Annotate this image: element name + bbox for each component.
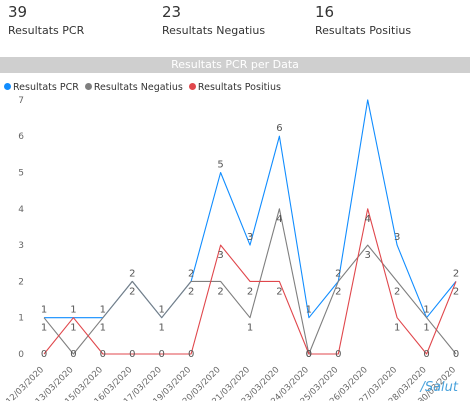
data-label: 7 [365, 95, 371, 98]
data-label: 1 [423, 323, 429, 334]
data-label: 2 [335, 286, 341, 297]
line-chart: 0123456712/03/202013/03/202015/03/202016… [4, 95, 459, 401]
data-label: 2 [276, 286, 282, 297]
data-label: 2 [453, 286, 459, 297]
data-label: 4 [365, 214, 371, 225]
series-line-2 [43, 208, 457, 355]
data-label: 2 [394, 286, 400, 297]
legend-item-pcr[interactable]: Resultats PCR [4, 81, 79, 95]
y-tick-label: 7 [18, 96, 24, 106]
kpi-pcr-value: 39 [8, 3, 28, 21]
data-label: 5 [217, 160, 223, 171]
y-tick-label: 2 [18, 277, 24, 287]
salut-logo: /Salut [420, 380, 458, 395]
y-tick-label: 4 [18, 205, 24, 215]
data-label: 3 [217, 250, 223, 261]
data-label: 3 [394, 232, 400, 243]
data-label: 1 [306, 305, 312, 316]
legend-dot-pcr [4, 83, 11, 90]
data-label: 1 [247, 323, 253, 334]
kpi-negative-label: Resultats Negatius [162, 24, 266, 37]
kpi-positive[interactable]: 16 Resultats Positius [315, 2, 411, 39]
y-tick-label: 0 [18, 350, 24, 360]
data-label: 1 [100, 323, 106, 334]
kpi-negative[interactable]: 23 Resultats Negatius [162, 2, 265, 39]
data-label: 2 [188, 286, 194, 297]
kpi-cards: 39 Resultats PCR 23 Resultats Negatius 1… [0, 0, 470, 50]
data-label: 0 [70, 349, 76, 360]
data-label: 2 [453, 268, 459, 279]
legend-dot-negative [84, 83, 92, 90]
data-label: 0 [423, 349, 429, 360]
data-label: 1 [41, 323, 47, 334]
kpi-pcr[interactable]: 39 Resultats PCR [8, 2, 84, 39]
data-label: 2 [129, 286, 135, 297]
data-label: 3 [365, 250, 371, 261]
data-label: 0 [129, 349, 135, 360]
data-label: 2 [129, 268, 135, 279]
series-line-0 [44, 99, 457, 319]
chart-legend: Resultats PCR Resultats Negatius Resulta… [4, 81, 284, 95]
data-label: 2 [335, 268, 341, 279]
y-tick-label: 1 [18, 314, 24, 324]
legend-label-pcr: Resultats PCR [13, 82, 79, 93]
data-label: 6 [276, 123, 282, 134]
data-label: 0 [335, 349, 341, 360]
data-label: 0 [188, 349, 194, 360]
data-label: 1 [159, 323, 165, 334]
kpi-negative-value: 23 [162, 3, 182, 21]
data-label: 0 [306, 349, 312, 360]
chart-title: Resultats PCR per Data [0, 57, 470, 73]
legend-label-positive: Resultats Positius [197, 82, 281, 93]
data-label: 1 [423, 305, 429, 316]
data-label: 1 [41, 305, 47, 316]
legend-item-negative[interactable]: Resultats Negatius [84, 81, 183, 95]
y-tick-label: 6 [18, 132, 24, 142]
data-label: 0 [159, 349, 165, 360]
legend-item-positive[interactable]: Resultats Positius [188, 81, 281, 95]
y-tick-label: 5 [18, 169, 24, 179]
legend-label-negative: Resultats Negatius [93, 82, 183, 93]
kpi-positive-label: Resultats Positius [315, 24, 412, 37]
data-label: 0 [100, 349, 106, 360]
data-label: 1 [70, 323, 76, 334]
y-tick-label: 3 [18, 241, 24, 251]
data-label: 1 [100, 305, 106, 316]
kpi-positive-value: 16 [315, 3, 335, 21]
data-label: 2 [247, 286, 253, 297]
data-label: 1 [394, 323, 400, 334]
data-label: 0 [306, 349, 312, 360]
data-label: 1 [159, 305, 165, 316]
data-label: 0 [41, 349, 47, 360]
data-label: 4 [276, 214, 282, 225]
data-label: 3 [247, 232, 253, 243]
data-label: 2 [188, 268, 194, 279]
series-line-1 [43, 208, 457, 355]
data-label: 2 [217, 286, 223, 297]
data-label: 0 [453, 349, 459, 360]
data-label: 1 [70, 305, 76, 316]
legend-dot-positive [188, 83, 196, 90]
kpi-pcr-label: Resultats PCR [8, 24, 85, 37]
